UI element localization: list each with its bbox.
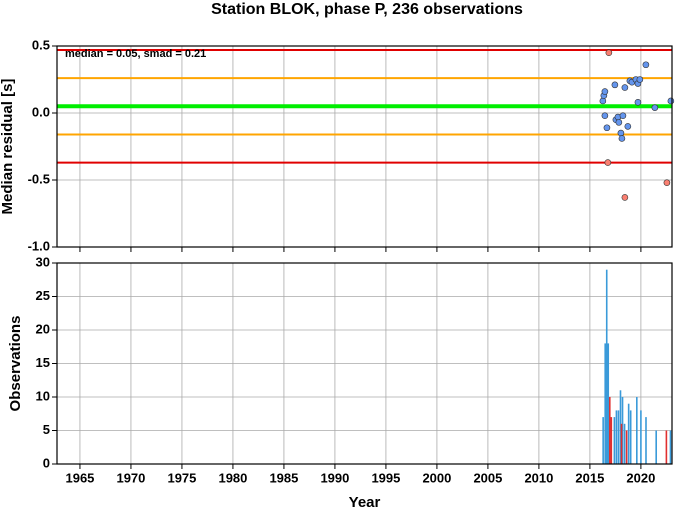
point	[603, 124, 611, 132]
x-tick-label: 2015	[575, 470, 604, 485]
point	[615, 119, 623, 126]
bar	[623, 423, 626, 464]
x-tick-label: 2000	[422, 470, 451, 485]
bar	[669, 430, 672, 464]
bar	[608, 397, 611, 464]
x-tick-label: 2020	[626, 470, 655, 485]
point	[601, 88, 609, 95]
plot-frame	[56, 262, 673, 465]
bar	[640, 410, 642, 464]
bar	[655, 430, 657, 464]
x-tick-label: 1980	[218, 470, 247, 485]
bar	[621, 397, 624, 464]
bar	[665, 430, 668, 464]
point	[642, 61, 650, 69]
bar	[625, 430, 628, 464]
y-tick-label: 5	[43, 422, 50, 437]
point	[651, 104, 659, 111]
y-tick-label: 30	[36, 254, 50, 269]
x-tick-label: 1975	[167, 470, 196, 485]
point	[667, 97, 675, 105]
bar	[615, 410, 618, 464]
point	[599, 97, 607, 105]
bar	[607, 343, 610, 464]
bar	[619, 390, 622, 464]
x-axis-label: Year	[349, 494, 381, 511]
point	[611, 81, 619, 89]
bar	[602, 417, 604, 464]
plot-frame	[56, 45, 673, 248]
bar	[627, 403, 630, 464]
point	[634, 98, 642, 106]
point	[619, 112, 627, 119]
y-tick-label: 10	[36, 388, 50, 403]
bar	[617, 410, 620, 464]
chart-title: Station BLOK, phase P, 236 observations	[211, 1, 523, 18]
bar	[613, 417, 616, 464]
y-axis-label: Observations	[7, 316, 24, 412]
bar	[629, 410, 632, 464]
y-tick-label: 0.0	[32, 104, 50, 119]
x-tick-label: 2005	[473, 470, 502, 485]
y-tick-label: -1.0	[28, 238, 50, 253]
bar	[620, 423, 623, 464]
x-tick-label: 1990	[320, 470, 349, 485]
x-tick-label: 1985	[269, 470, 298, 485]
annotation: median = 0.05, smad = 0.21	[65, 48, 206, 60]
bar	[636, 397, 638, 464]
point	[617, 129, 625, 137]
point	[621, 194, 629, 201]
point	[621, 84, 629, 91]
point	[636, 76, 644, 83]
bar	[605, 269, 608, 464]
point	[604, 159, 612, 166]
y-axis-label: Median residual [s]	[0, 79, 16, 215]
x-tick-label: 1970	[116, 470, 145, 485]
bar	[604, 343, 606, 464]
point	[618, 135, 626, 142]
y-tick-label: 20	[36, 321, 50, 336]
y-tick-label: -0.5	[28, 171, 50, 186]
x-tick-label: 2010	[524, 470, 553, 485]
x-tick-label: 1995	[371, 470, 400, 485]
y-tick-label: 15	[36, 355, 50, 370]
point	[663, 179, 671, 186]
bar	[645, 417, 647, 464]
point	[601, 112, 609, 119]
bar	[610, 417, 613, 464]
x-tick-label: 1965	[65, 470, 94, 485]
point	[624, 123, 632, 130]
y-tick-label: 25	[36, 288, 50, 303]
y-tick-label: 0	[43, 455, 50, 470]
y-tick-label: 0.5	[32, 37, 50, 52]
point	[605, 49, 613, 57]
